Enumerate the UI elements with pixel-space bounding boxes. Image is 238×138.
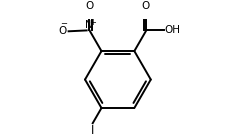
Text: O: O	[85, 1, 93, 11]
Text: +: +	[89, 18, 96, 27]
Text: O: O	[142, 1, 150, 11]
Text: OH: OH	[164, 25, 180, 35]
Text: I: I	[90, 124, 94, 137]
Text: N: N	[85, 20, 93, 30]
Text: O: O	[59, 26, 67, 36]
Text: −: −	[60, 19, 67, 28]
